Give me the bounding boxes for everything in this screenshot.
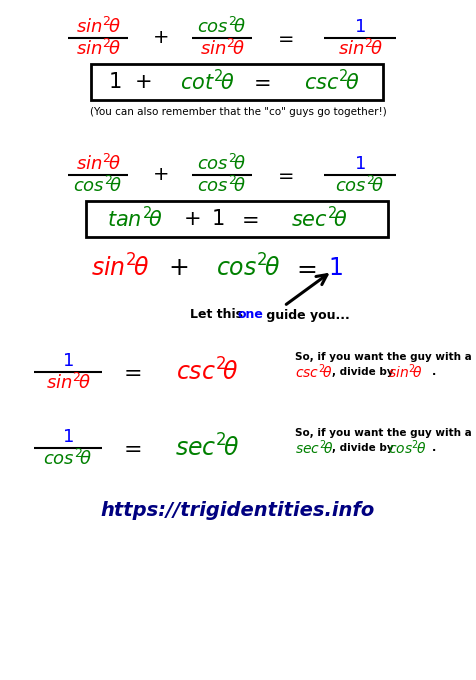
Text: (You can also remember that the "co" guys go together!): (You can also remember that the "co" guy… (89, 107, 387, 117)
Text: $1$: $1$ (354, 155, 366, 173)
Text: $cos^2\!\theta$: $cos^2\!\theta$ (198, 154, 247, 174)
Text: $1$: $1$ (327, 256, 342, 280)
Text: $tan^2\!\theta$: $tan^2\!\theta$ (107, 207, 163, 232)
Text: , divide by: , divide by (332, 367, 394, 377)
FancyBboxPatch shape (91, 64, 383, 100)
Text: $=$: $=$ (274, 166, 294, 184)
Text: $csc^2\!\theta$: $csc^2\!\theta$ (176, 358, 238, 386)
Text: $cos^2\!\theta$: $cos^2\!\theta$ (388, 439, 426, 458)
Text: $=$: $=$ (119, 361, 141, 383)
Text: .: . (432, 443, 436, 453)
Text: $1$: $1$ (211, 209, 225, 229)
Text: one: one (238, 309, 264, 322)
Text: $cos^2\!\theta$: $cos^2\!\theta$ (43, 449, 93, 469)
Text: $1$: $1$ (62, 352, 74, 370)
FancyBboxPatch shape (86, 201, 388, 237)
Text: $sec^2\!\theta$: $sec^2\!\theta$ (175, 435, 239, 462)
Text: $sin^2\!\theta$: $sin^2\!\theta$ (199, 39, 245, 59)
Text: $=$: $=$ (237, 209, 259, 229)
Text: $sin^2\!\theta$: $sin^2\!\theta$ (46, 373, 90, 393)
Text: $1$: $1$ (62, 428, 74, 446)
Text: $sec^2\!\theta$: $sec^2\!\theta$ (295, 439, 334, 458)
Text: $=$: $=$ (274, 29, 294, 47)
Text: So, if you want the guy with a: So, if you want the guy with a (295, 352, 472, 362)
Text: $cos^2\!\theta$: $cos^2\!\theta$ (73, 176, 123, 196)
Text: https://trigidentities.info: https://trigidentities.info (101, 500, 375, 520)
Text: $sin^2\!\theta$: $sin^2\!\theta$ (388, 362, 423, 381)
Text: $cos^2\!\theta$: $cos^2\!\theta$ (198, 176, 247, 196)
Text: $+$: $+$ (168, 256, 188, 280)
Text: $+$: $+$ (134, 72, 152, 92)
Text: $sec^2\!\theta$: $sec^2\!\theta$ (291, 207, 348, 232)
Text: $sin^2\!\theta$: $sin^2\!\theta$ (91, 254, 149, 282)
Text: $sin^2\!\theta$: $sin^2\!\theta$ (76, 154, 120, 174)
Text: , divide by: , divide by (332, 443, 394, 453)
Text: $=$: $=$ (249, 72, 271, 92)
Text: So, if you want the guy with a: So, if you want the guy with a (295, 428, 472, 438)
Text: $1$: $1$ (354, 18, 366, 36)
Text: $+$: $+$ (152, 166, 168, 184)
Text: $cot^2\!\theta$: $cot^2\!\theta$ (179, 69, 234, 95)
Text: $csc^2\!\theta$: $csc^2\!\theta$ (295, 362, 333, 381)
Text: $+$: $+$ (183, 209, 201, 229)
Text: $sin^2\!\theta$: $sin^2\!\theta$ (337, 39, 382, 59)
Text: $cos^2\!\theta$: $cos^2\!\theta$ (198, 17, 247, 37)
Text: .: . (432, 367, 436, 377)
Text: $sin^2\!\theta$: $sin^2\!\theta$ (76, 39, 120, 59)
Text: $=$: $=$ (292, 256, 317, 280)
Text: Let this: Let this (190, 309, 248, 322)
Text: $1$: $1$ (109, 72, 122, 92)
Text: $sin^2\!\theta$: $sin^2\!\theta$ (76, 17, 120, 37)
Text: $cos^2\!\theta$: $cos^2\!\theta$ (335, 176, 385, 196)
Text: $cos^2\!\theta$: $cos^2\!\theta$ (216, 254, 280, 282)
Text: $+$: $+$ (152, 29, 168, 47)
Text: $csc^2\!\theta$: $csc^2\!\theta$ (304, 69, 360, 95)
Text: guide you...: guide you... (262, 309, 350, 322)
Text: $=$: $=$ (119, 437, 141, 459)
